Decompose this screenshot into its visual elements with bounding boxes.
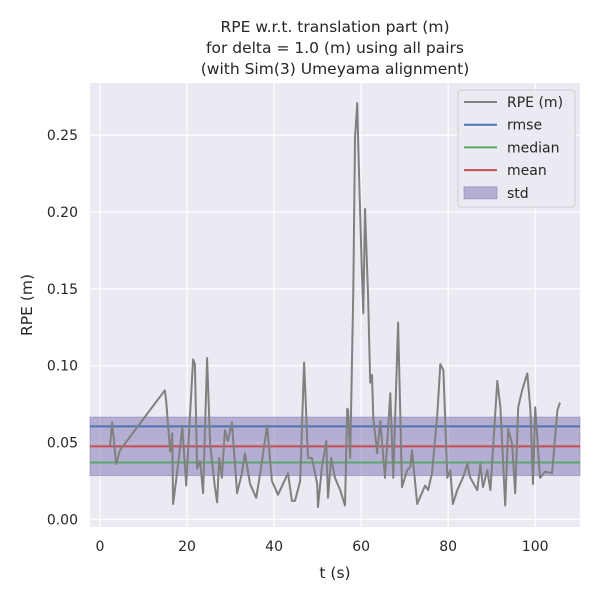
- y-axis-label: RPE (m): [18, 274, 36, 336]
- rpe-line: [109, 102, 561, 508]
- y-tick-label: 0.20: [47, 205, 78, 221]
- legend-swatch-4: [463, 186, 498, 200]
- y-tick-label: 0.00: [47, 512, 78, 528]
- y-tick-label: 0.25: [47, 128, 78, 144]
- legend: RPE (m) rmse median mean std: [457, 89, 576, 208]
- tick-labels: 0 20 40 60 80 100 0.00 0.05 0.10 0.15 0.20 0.25: [47, 128, 549, 555]
- legend-label: rmse: [507, 118, 542, 134]
- legend-label: std: [507, 186, 529, 202]
- y-tick-label: 0.05: [47, 436, 78, 452]
- chart-title-line-3: (with Sim(3) Umeyama alignment): [201, 60, 470, 78]
- x-tick-label: 40: [265, 539, 283, 555]
- x-tick-label: 60: [352, 539, 370, 555]
- legend-label: RPE (m): [507, 95, 563, 111]
- y-tick-label: 0.10: [47, 359, 78, 375]
- x-tick-label: 100: [522, 539, 549, 555]
- x-tick-label: 80: [439, 539, 457, 555]
- chart-title-line-1: RPE w.r.t. translation part (m): [220, 18, 449, 36]
- x-axis-label: t (s): [319, 564, 350, 582]
- y-tick-label: 0.15: [47, 282, 78, 298]
- legend-box: [457, 89, 576, 208]
- chart-title-line-2: for delta = 1.0 (m) using all pairs: [206, 39, 464, 57]
- legend-label: median: [507, 140, 559, 156]
- legend-label: mean: [507, 163, 547, 179]
- x-tick-label: 20: [178, 539, 196, 555]
- x-tick-label: 0: [96, 539, 105, 555]
- series: [109, 102, 561, 508]
